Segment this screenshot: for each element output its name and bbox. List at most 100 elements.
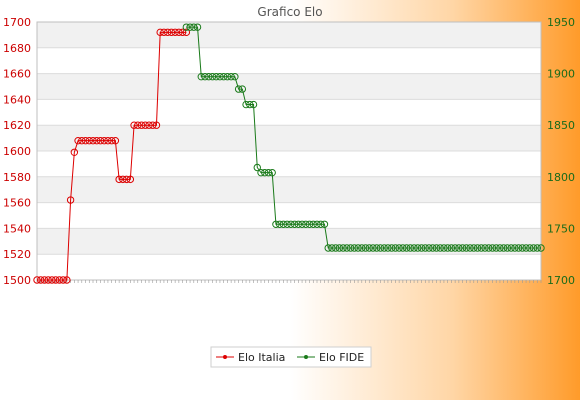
data-point-elo-fide: [339, 244, 347, 252]
data-point-elo-fide: [526, 244, 534, 252]
data-point-elo-italia: [115, 175, 123, 184]
data-point-elo-fide: [395, 244, 403, 252]
data-point-elo-fide: [537, 244, 545, 252]
y-left-tick-label: 1500: [3, 274, 31, 287]
y-right-tick-label: 1850: [547, 119, 575, 132]
plot-area: 1500 1520 1540 1560 1580 1600 1620 1640 1660 1680…: [3, 16, 575, 287]
data-point-elo-fide: [216, 72, 224, 81]
data-point-elo-fide: [186, 23, 194, 31]
data-point-elo-fide: [451, 244, 459, 252]
data-point-elo-fide: [421, 244, 429, 252]
data-point-elo-italia: [175, 28, 183, 37]
y-left-tick-label: 1700: [3, 16, 31, 29]
data-point-elo-fide: [462, 244, 471, 252]
legend-item-elo-fide: Elo FIDE: [297, 351, 364, 364]
data-point-elo-fide: [346, 244, 355, 252]
data-point-elo-fide: [414, 244, 422, 252]
y-right-tick-label: 1800: [547, 171, 575, 184]
data-point-elo-fide: [190, 23, 198, 31]
data-point-elo-fide: [320, 220, 329, 228]
data-point-elo-fide: [369, 244, 377, 252]
data-point-elo-fide: [317, 220, 325, 228]
y-right-tick-label: 1950: [547, 16, 575, 29]
data-point-elo-fide: [313, 220, 321, 228]
data-point-elo-fide: [447, 244, 456, 252]
data-point-elo-fide: [328, 244, 336, 252]
data-point-elo-fide: [514, 244, 523, 252]
data-point-elo-fide: [473, 244, 482, 252]
data-point-elo-italia: [119, 175, 127, 184]
data-point-elo-fide: [268, 168, 276, 177]
data-point-elo-fide: [201, 72, 209, 81]
grid-band: [37, 47, 541, 74]
data-point-elo-fide: [182, 23, 191, 31]
data-point-elo-fide: [455, 244, 463, 252]
data-point-elo-fide: [279, 220, 288, 228]
data-point-elo-fide: [503, 244, 512, 252]
data-point-elo-fide: [496, 244, 504, 252]
data-point-elo-fide: [361, 244, 370, 252]
grid-band: [37, 228, 541, 255]
data-point-elo-fide: [358, 244, 366, 252]
data-point-elo-fide: [529, 244, 538, 252]
data-point-elo-italia: [141, 121, 149, 129]
data-point-elo-fide: [387, 244, 396, 252]
data-point-elo-fide: [481, 244, 489, 252]
legend-label-elo-fide: Elo FIDE: [319, 351, 364, 364]
data-point-elo-italia: [163, 28, 172, 37]
data-point-elo-fide: [212, 72, 220, 81]
data-point-elo-fide: [283, 220, 291, 228]
data-point-elo-fide: [384, 244, 392, 252]
data-point-elo-fide: [335, 244, 344, 252]
grid-band: [37, 22, 541, 48]
data-point-elo-italia: [48, 276, 56, 284]
data-point-elo-fide: [350, 244, 359, 252]
data-point-elo-fide: [354, 244, 362, 252]
y-left-tick-label: 1540: [3, 222, 31, 235]
data-point-elo-fide: [406, 244, 415, 252]
data-point-elo-fide: [272, 220, 280, 228]
data-point-elo-italia: [59, 276, 67, 284]
data-point-elo-fide: [249, 100, 258, 109]
data-point-elo-fide: [470, 244, 478, 252]
data-point-elo-fide: [533, 244, 541, 252]
data-point-elo-italia: [104, 136, 112, 145]
data-point-elo-italia: [134, 121, 142, 129]
data-point-elo-italia: [51, 276, 60, 284]
data-point-elo-italia: [55, 276, 64, 284]
legend-marker-elo-italia: [223, 355, 227, 359]
data-point-elo-italia: [145, 121, 153, 129]
data-point-elo-fide: [518, 244, 527, 252]
data-point-elo-fide: [511, 244, 519, 252]
data-point-elo-fide: [193, 23, 202, 31]
data-point-elo-italia: [37, 276, 45, 284]
y-right-tick-label: 1750: [547, 222, 575, 235]
data-point-elo-italia: [89, 136, 97, 145]
data-point-elo-fide: [208, 72, 217, 81]
chart-title: Grafico Elo: [257, 5, 322, 19]
data-point-elo-italia: [126, 175, 135, 184]
grid-band: [37, 99, 541, 126]
data-point-elo-fide: [417, 244, 426, 252]
data-point-elo-fide: [234, 85, 243, 93]
data-point-elo-italia: [111, 136, 120, 145]
data-point-elo-italia: [130, 121, 138, 129]
data-point-elo-italia: [167, 28, 176, 37]
data-point-elo-italia: [70, 148, 79, 156]
y-left-tick-label: 1660: [3, 68, 31, 81]
data-point-elo-fide: [391, 244, 400, 252]
data-point-elo-fide: [294, 220, 303, 228]
data-point-elo-fide: [443, 244, 452, 252]
data-point-elo-fide: [305, 220, 314, 228]
data-point-elo-italia: [81, 136, 90, 145]
y-left-tick-label: 1640: [3, 93, 31, 106]
y-right-tick-label: 1700: [547, 274, 575, 287]
data-point-elo-fide: [302, 220, 310, 228]
data-point-elo-fide: [488, 244, 497, 252]
data-point-elo-fide: [264, 168, 273, 177]
data-point-elo-italia: [107, 136, 116, 145]
data-point-elo-italia: [182, 28, 191, 37]
data-point-elo-italia: [78, 136, 86, 145]
